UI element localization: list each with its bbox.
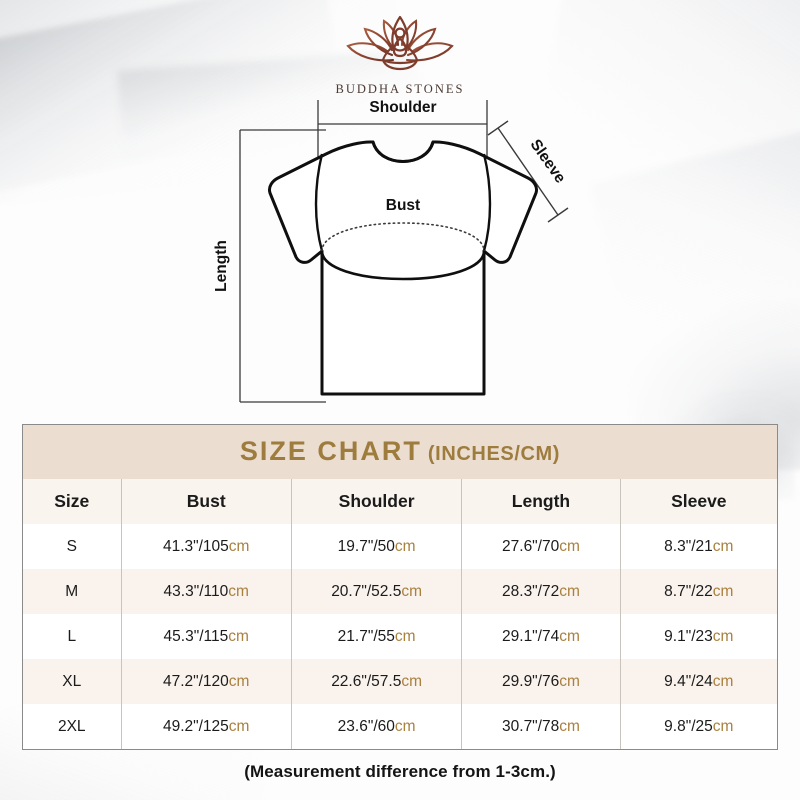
- cell-shoulder: 22.6"/57.5cm: [290, 659, 462, 704]
- bust-label: Bust: [386, 197, 420, 214]
- column-header-shoulder: Shoulder: [290, 479, 462, 524]
- cell-length: 29.9"/76cm: [461, 659, 621, 704]
- cell-shoulder: 20.7"/52.5cm: [290, 569, 462, 614]
- measurement-footnote: (Measurement difference from 1-3cm.): [244, 762, 556, 781]
- table-row: XL 47.2"/120cm 22.6"/57.5cm 29.9"/76cm 9…: [23, 659, 777, 704]
- cell-length: 27.6"/70cm: [461, 524, 621, 569]
- length-label: Length: [213, 240, 230, 292]
- size-chart-title-main: SIZE CHART: [239, 436, 422, 466]
- size-chart-title: SIZE CHART (INCHES/CM): [23, 425, 777, 479]
- cell-size: M: [23, 569, 122, 614]
- cell-bust: 47.2"/120cm: [120, 659, 292, 704]
- cell-shoulder: 23.6"/60cm: [290, 704, 462, 749]
- cell-size: 2XL: [23, 704, 122, 749]
- cell-sleeve: 8.3"/21cm: [619, 524, 777, 569]
- column-header-bust: Bust: [120, 479, 292, 524]
- table-header-row: Size Bust Shoulder Length Sleeve: [23, 479, 777, 524]
- cell-sleeve: 9.8"/25cm: [619, 704, 777, 749]
- tshirt-outline: [268, 140, 538, 396]
- cell-shoulder: 19.7"/50cm: [290, 524, 462, 569]
- cell-bust: 43.3"/110cm: [120, 569, 292, 614]
- cell-shoulder: 21.7"/55cm: [290, 614, 462, 659]
- size-chart-title-units: (INCHES/CM): [427, 443, 561, 465]
- cell-bust: 45.3"/115cm: [120, 614, 292, 659]
- cell-bust: 41.3"/105cm: [120, 524, 292, 569]
- cell-sleeve: 9.1"/23cm: [619, 614, 777, 659]
- cell-bust: 49.2"/125cm: [120, 704, 292, 749]
- cell-sleeve: 8.7"/22cm: [619, 569, 777, 614]
- size-chart-card: SIZE CHART (INCHES/CM) Size Bust Shoulder…: [22, 424, 778, 750]
- brand-wordmark: BUDDHA STONES: [335, 82, 465, 96]
- column-header-length: Length: [461, 479, 621, 524]
- shoulder-label: Shoulder: [369, 99, 436, 116]
- lotus-meditation-icon: [346, 15, 454, 71]
- size-chart-table: Size Bust Shoulder Length Sleeve S 41.3"…: [23, 479, 777, 749]
- column-header-sleeve: Sleeve: [619, 479, 777, 524]
- tshirt-measurement-diagram: Shoulder Bust Length Sleeve: [213, 99, 569, 403]
- column-header-size: Size: [23, 479, 122, 524]
- table-row: M 43.3"/110cm 20.7"/52.5cm 28.3"/72cm 8.…: [23, 569, 777, 614]
- bust-measurement-ellipse: [320, 222, 486, 281]
- cell-size: L: [23, 614, 122, 659]
- cell-length: 29.1"/74cm: [461, 614, 621, 659]
- table-row: L 45.3"/115cm 21.7"/55cm 29.1"/74cm 9.1"…: [23, 614, 777, 659]
- table-row: S 41.3"/105cm 19.7"/50cm 27.6"/70cm 8.3"…: [23, 524, 777, 569]
- table-row: 2XL 49.2"/125cm 23.6"/60cm 30.7"/78cm 9.…: [23, 704, 777, 749]
- sleeve-dimension: [487, 120, 569, 223]
- cell-size: XL: [23, 659, 122, 704]
- cell-sleeve: 9.4"/24cm: [619, 659, 777, 704]
- length-dimension: [239, 129, 326, 403]
- cell-length: 28.3"/72cm: [461, 569, 621, 614]
- ink-wash-texture-right: [589, 121, 800, 379]
- cell-size: S: [23, 524, 122, 569]
- brand-logo: BUDDHA STONES: [0, 12, 800, 97]
- cell-length: 30.7"/78cm: [461, 704, 621, 749]
